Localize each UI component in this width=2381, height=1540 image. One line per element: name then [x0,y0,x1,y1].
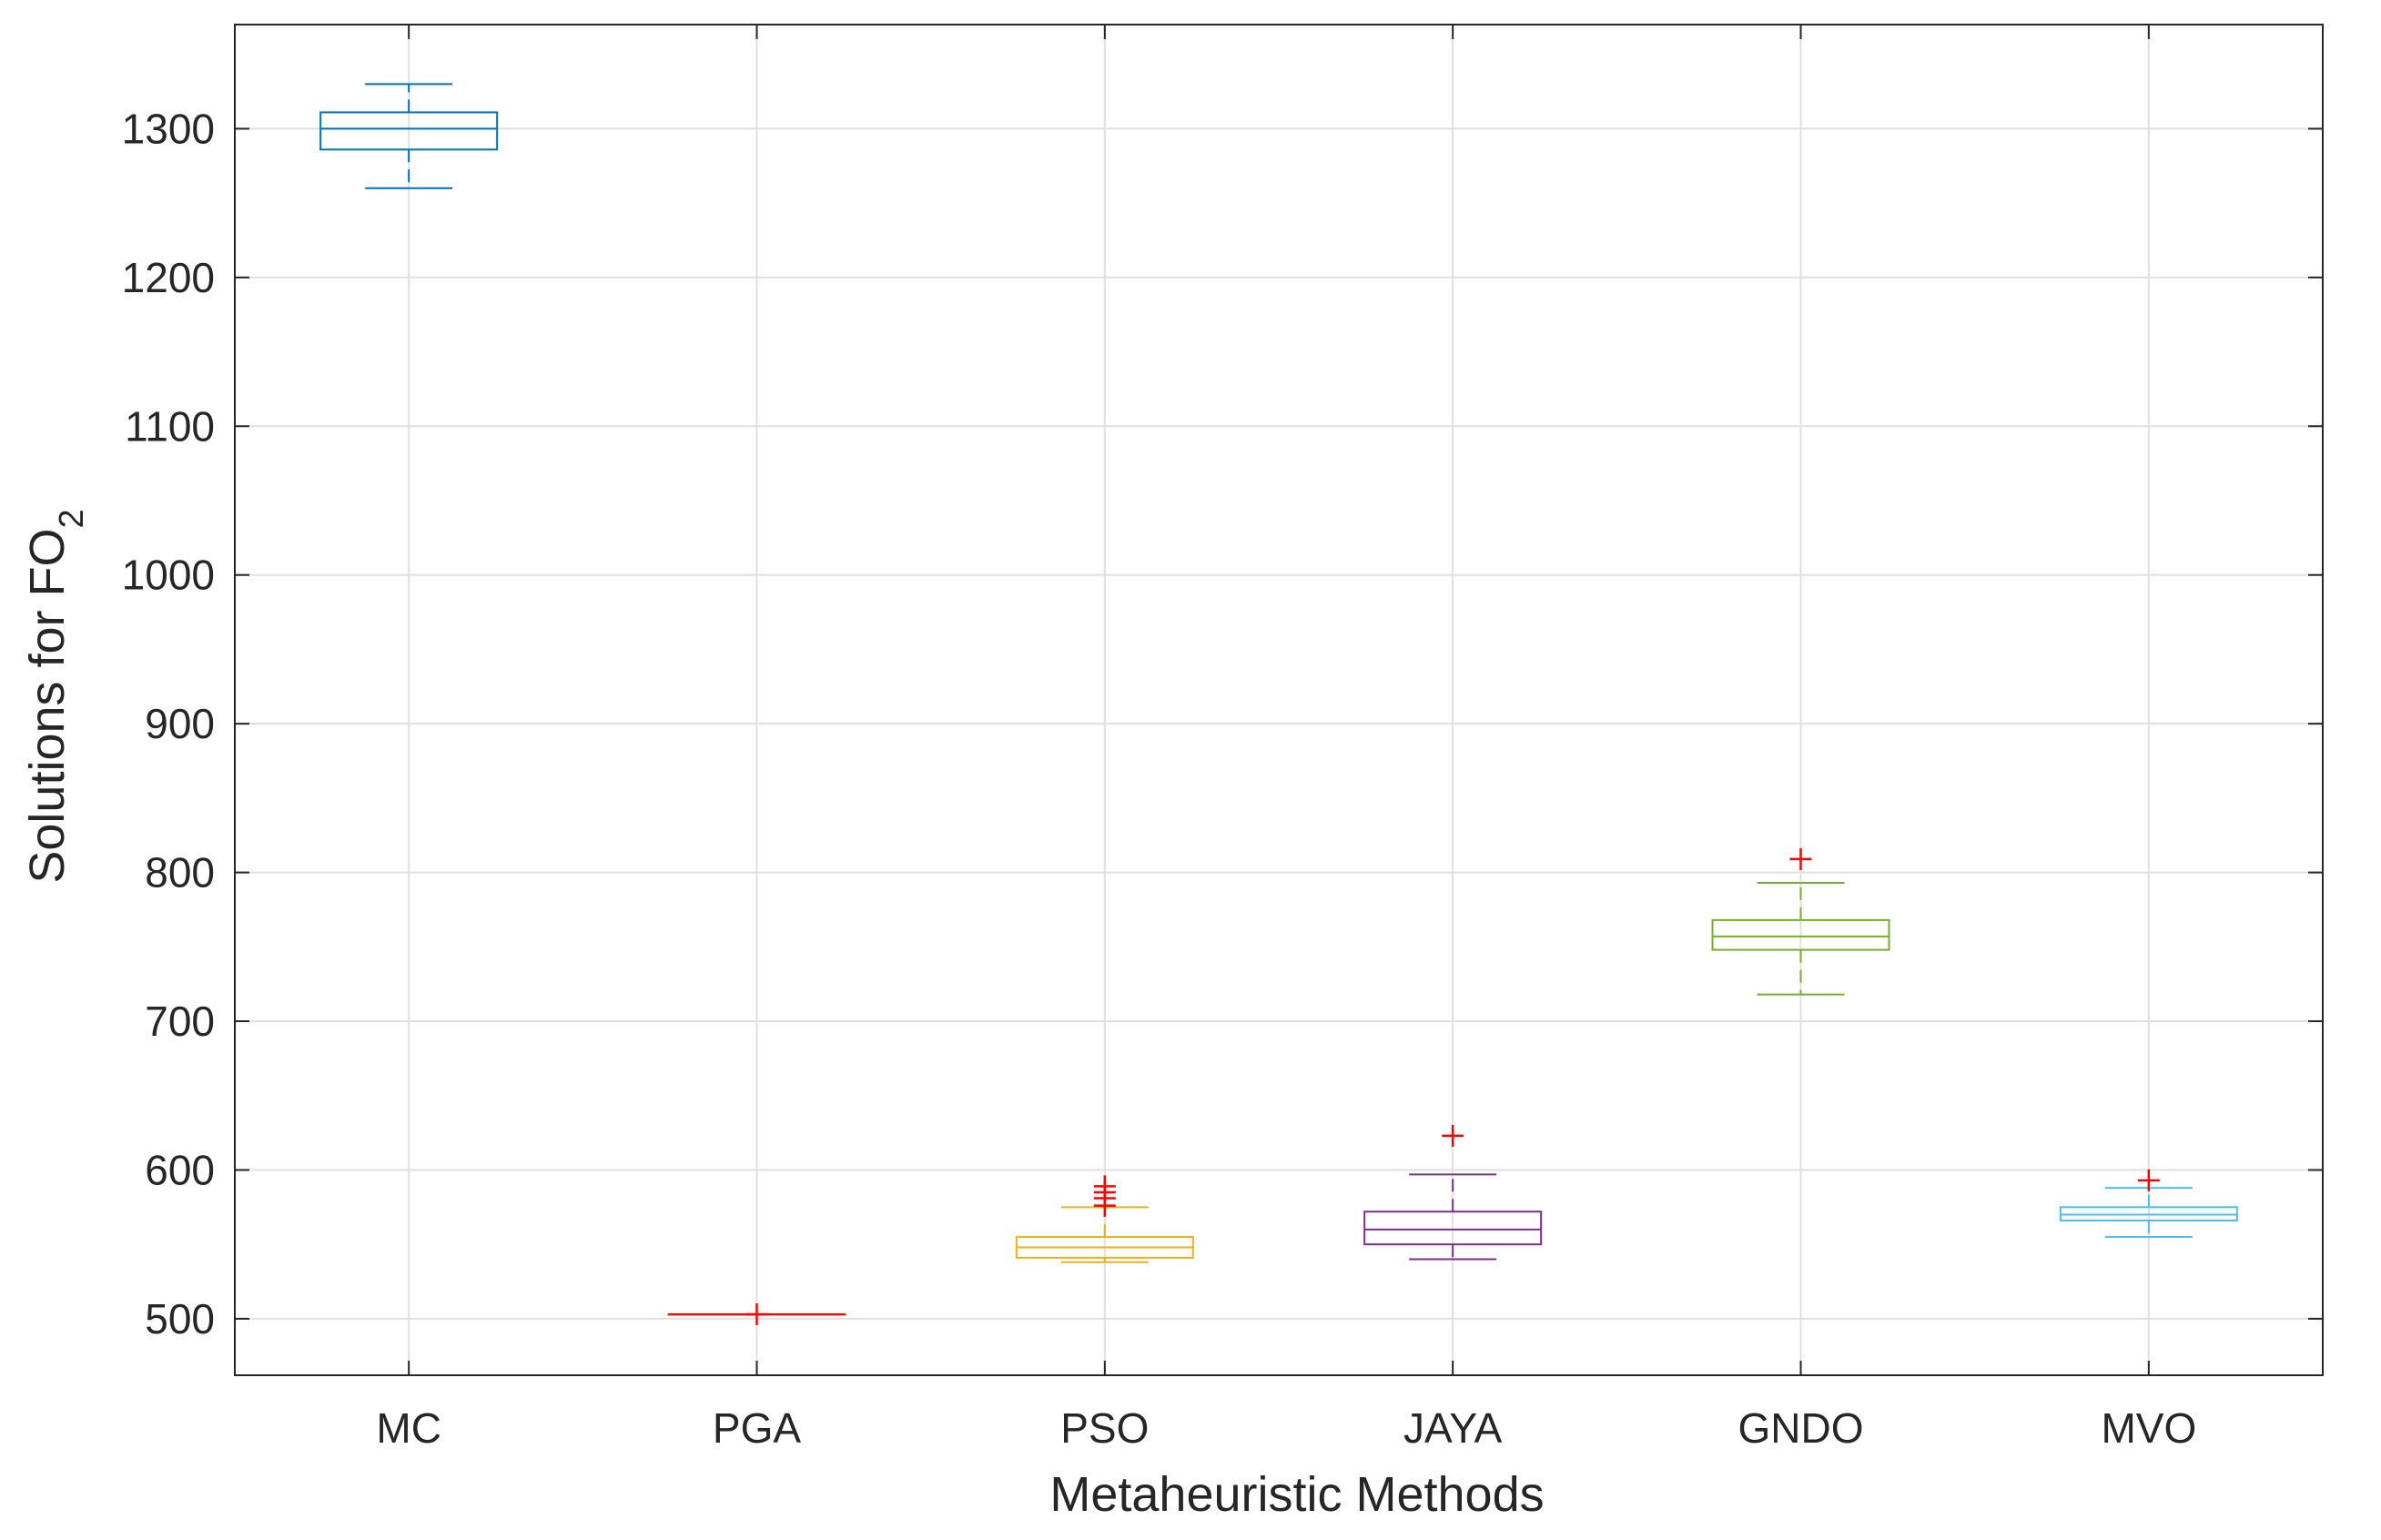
box-pso [1015,1175,1194,1263]
outlier-marker [1442,1124,1464,1147]
y-tick-label: 700 [145,998,215,1045]
outlier-marker [2137,1169,2160,1191]
x-tick-label: MVO [2101,1404,2196,1452]
box-mvo [2059,1169,2238,1239]
y-tick-label: 600 [145,1146,215,1193]
y-tick-label: 1100 [125,402,215,450]
outlier-marker [1093,1175,1116,1198]
box-iqr [1363,1211,1543,1246]
x-tick-label: PGA [713,1404,801,1452]
y-tick-label: 1000 [122,552,215,599]
y-tick-label: 500 [145,1295,215,1342]
y-tick-label: 1200 [122,254,215,301]
x-tick-label: GNDO [1738,1404,1864,1452]
box-gndo [1711,847,1890,996]
y-axis-title: Solutions for FO2 [20,509,91,883]
y-axis-title-main: Solutions for FO [20,528,75,883]
y-tick-label: 1300 [122,105,215,152]
outlier-marker [745,1302,768,1325]
box-jaya [1363,1124,1543,1261]
box-iqr [319,111,499,151]
y-tick-label: 900 [145,700,215,747]
x-tick-label: PSO [1060,1404,1149,1452]
grid-lines [235,25,2323,1375]
box-mc [319,83,499,189]
outlier-marker [1789,847,1812,870]
box-pga [667,1302,846,1325]
plot-frame [234,24,2324,1376]
box-series [319,83,2238,1325]
y-axis-title-subscript: 2 [53,509,91,528]
x-axis-title: Metaheuristic Methods [1049,1467,1544,1522]
y-tick-label: 800 [145,849,215,897]
box-iqr [1711,918,1890,951]
x-tick-label: JAYA [1403,1404,1503,1452]
x-tick-label: MC [376,1404,441,1452]
axis-ticks: 500 600 700 800 900 1000 1100 1200 1300 MC PGA PSO J… [122,25,2323,1452]
